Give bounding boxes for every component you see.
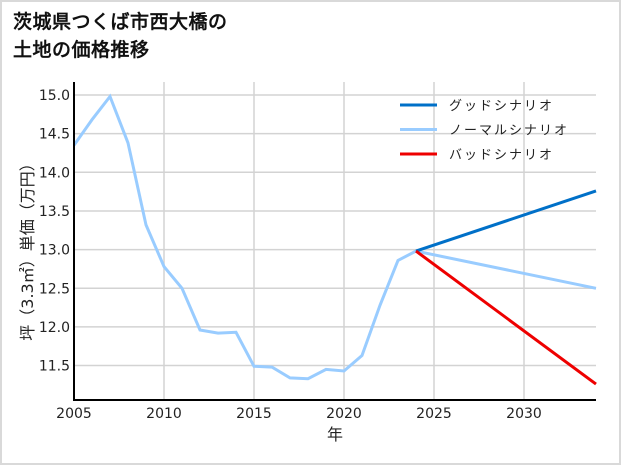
chart-title-line1: 茨城県つくば市西大橋の — [13, 11, 228, 33]
legend-label: バッドシナリオ — [449, 148, 554, 163]
y-tick-label: 14.5 — [39, 127, 70, 143]
tick-labels: 2005 2010 2015 2020 2025 2030 11.5 12.0 12.5 13.0… — [39, 88, 542, 422]
y-tick-label: 13.5 — [39, 204, 70, 220]
series-line — [415, 249, 597, 386]
x-tick-label: 2005 — [56, 406, 92, 422]
y-tick-label: 13.0 — [39, 243, 70, 259]
series-line — [72, 93, 597, 381]
series-lines — [72, 93, 597, 386]
x-axis-label: 年 — [327, 425, 343, 444]
legend-label: グッドシナリオ — [449, 99, 554, 114]
grid-lines — [73, 82, 596, 400]
y-tick-label: 15.0 — [39, 88, 70, 104]
series-line — [415, 189, 597, 253]
axes — [73, 82, 596, 401]
x-tick-label: 2010 — [146, 406, 182, 422]
x-tick-label: 2015 — [236, 406, 272, 422]
chart-title-line2: 土地の価格推移 — [13, 39, 150, 61]
y-tick-label: 12.5 — [39, 281, 70, 297]
y-tick-label: 14.0 — [39, 165, 70, 181]
chart-title: 茨城県つくば市西大橋の 土地の価格推移 — [13, 8, 228, 64]
y-tick-label: 11.5 — [39, 359, 70, 375]
y-tick-label: 12.0 — [39, 320, 70, 336]
y-axis-label: 坪（3.3㎡）単価（万円） — [18, 155, 37, 340]
x-tick-label: 2030 — [506, 406, 542, 422]
legend-label: ノーマルシナリオ — [449, 124, 569, 139]
x-tick-label: 2020 — [326, 406, 362, 422]
x-tick-label: 2025 — [416, 406, 452, 422]
